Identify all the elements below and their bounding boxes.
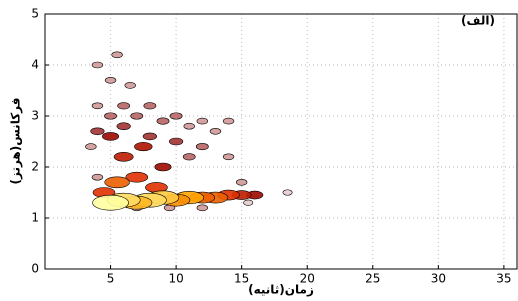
contour-blob: [114, 152, 133, 161]
contour-blob: [170, 113, 182, 120]
contour-blob: [196, 143, 208, 150]
contour-blob: [169, 138, 183, 145]
contour-blob: [236, 179, 247, 185]
contour-blob: [112, 52, 123, 58]
x-tick-label: 35: [496, 272, 511, 286]
contour-blob: [125, 82, 136, 88]
contour-blob: [134, 142, 152, 151]
contour-blob: [197, 118, 208, 124]
contour-blob: [244, 200, 253, 206]
contour-blob: [92, 103, 103, 109]
chart: (الف) زمان(ثانیه) فرکانس(هرتز) 510152025…: [0, 0, 518, 301]
contour-blob: [91, 128, 105, 135]
contour-blob: [223, 118, 234, 124]
contour-blob: [105, 77, 116, 83]
contour-blob: [117, 123, 131, 130]
x-tick-label: 10: [168, 272, 183, 286]
y-tick-label: 0: [31, 262, 39, 276]
contour-blob: [184, 123, 195, 129]
x-tick-label: 15: [234, 272, 249, 286]
contour-blob: [183, 154, 195, 161]
x-tick-label: 5: [107, 272, 115, 286]
contour-blob: [105, 177, 130, 188]
x-tick-label: 25: [365, 272, 380, 286]
contour-blob: [102, 132, 118, 140]
contour-blob: [144, 103, 156, 110]
contour-blob: [197, 205, 208, 211]
contour-blob: [223, 154, 234, 160]
y-tick-label: 3: [31, 109, 39, 123]
y-tick-label: 2: [31, 160, 39, 174]
y-tick-label: 4: [31, 58, 39, 72]
contour-blob: [155, 163, 171, 171]
contour-blob: [283, 190, 292, 196]
contour-blob: [85, 144, 96, 150]
y-tick-label: 1: [31, 211, 39, 225]
contour-blob: [157, 118, 169, 125]
x-tick-label: 30: [431, 272, 446, 286]
contour-blob: [131, 113, 143, 120]
contour-blob: [92, 62, 103, 68]
contour-blob: [143, 133, 157, 140]
contour-blob: [118, 103, 130, 110]
contour-blob: [104, 113, 116, 120]
x-tick-label: 20: [300, 272, 315, 286]
contour-blob: [92, 174, 103, 180]
contour-blob: [93, 195, 129, 210]
chart-title: (الف): [461, 14, 495, 28]
y-axis-label: فرکانس(هرتز): [9, 98, 23, 185]
y-tick-label: 5: [31, 7, 39, 21]
contour-blob: [210, 128, 221, 134]
